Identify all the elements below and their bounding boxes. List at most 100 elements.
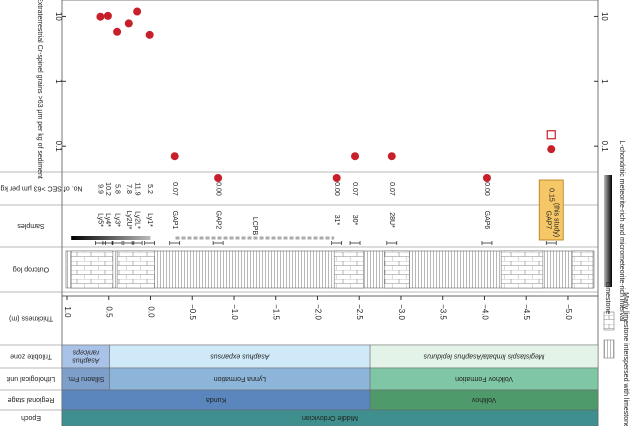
row-label: Regional stage [8,396,55,403]
lcpb-label: LCPB [251,217,258,236]
sample-bracket [545,241,557,245]
sample-name: GAP2 [214,211,221,230]
y-tick-label: 0.1 [600,141,609,153]
interval-label: L-chondritic meteorite-rich and micromet… [618,141,625,322]
data-point [214,174,223,182]
band-label: Lynna Formation [214,375,266,382]
data-point [170,152,179,161]
sample-bracket [386,241,398,245]
x-tick-label: −2.5 [355,304,364,320]
band-label: Volkhov [471,396,496,403]
sample-bracket [144,241,156,245]
x-tick-label: −1.5 [272,304,281,320]
data-point [351,152,360,161]
frame-border [61,0,599,426]
sample-name: 31* [333,215,340,226]
band-label: Megistaspis limbata/Asaphus lepidurus [423,353,545,360]
data-point [113,27,122,36]
x-tick-label: −1.0 [230,304,239,320]
band-label: Middle Ordovician [302,414,358,421]
sample-bracket [331,241,343,245]
limestone-bed [70,250,114,289]
sample-bracket [131,241,143,245]
sec-value: 0.15 [547,188,554,202]
band-label: Asaphus expansus [210,353,271,360]
sample-name: GAP1 [171,211,178,230]
sample-name: 28U* [388,212,395,228]
sec-value: 5.2 [146,184,153,194]
x-tick-label: 1.0 [63,306,72,318]
limestone-bed [571,250,594,289]
row-label: Samples [17,222,45,229]
sample-name: GAP7 [544,211,551,230]
x-tick-label: −5.0 [564,304,573,320]
sample-name: Ly3* [113,213,120,227]
lcpb-gradient [71,236,151,240]
band-label: Volkhov Formation [455,375,513,382]
limestone-bed [116,250,155,289]
band-label: Sillaoru Fm. [67,375,104,382]
sec-value: 0.07 [388,182,395,196]
y-tick-label: 0.1 [54,141,63,153]
limestone-bed [500,250,544,289]
legend-label: Marly limestone interspersed with limest… [622,292,629,426]
sample-bracket [349,241,361,245]
x-tick-label: 0.0 [146,306,155,318]
row-label: Thickness (m) [9,315,53,322]
sec-value: 5.8 [113,184,120,194]
sample-name: Ly1* [146,213,153,227]
sample-name: Ly2L* [133,211,140,229]
data-point [133,7,142,16]
band-label: Asaphusraniceps [72,349,101,364]
legend-marly [603,339,615,359]
y-tick-label: 1 [600,79,609,84]
row-label: Lithological unit [7,375,55,382]
frame [61,0,599,426]
sec-value: 11.9 [133,182,140,195]
sample-bracket [169,241,181,245]
row-label: Epoch [21,414,41,421]
x-tick-label: −4.5 [522,304,531,320]
data-point-square [546,130,556,140]
this-study-box [538,179,564,241]
sample-bracket [481,241,493,245]
data-point [103,11,112,20]
sample-bracket [111,241,123,245]
sec-value: 0.00 [214,182,221,196]
y-tick-label: 1 [54,79,63,84]
sec-value: 10.2 [104,182,111,196]
sample-name: Ly5* [97,213,104,227]
sample-name: GAP6 [483,211,490,230]
sample-bracket [102,241,114,245]
row-label: Trilobite zone [10,353,52,360]
data-point [145,30,154,39]
limestone-bed [333,250,364,289]
sec-value: 9.9 [97,184,104,194]
band [61,409,599,426]
y-tick-label: 10 [600,12,609,21]
y-axis-label: Extraterrestrial Cr-spinel grains >63 µm… [36,0,43,179]
x-tick-label: −2.0 [313,304,322,320]
legend-limestone [603,311,615,331]
sec-value: 0.00 [483,182,490,196]
sec-value: 7.8 [125,184,132,194]
data-point [482,174,491,182]
interval-bar [604,175,612,287]
sample-name: Ly4* [104,213,111,227]
band-label: Kunda [206,396,226,403]
sample-bracket [212,241,224,245]
data-point [547,145,556,154]
x-tick-label: −0.5 [188,304,197,320]
data-point [124,19,133,28]
x-tick-label: −3.0 [397,304,406,320]
data-point [387,152,396,161]
sample-name: Ly2U* [125,211,132,230]
sec-value: 0.07 [171,182,178,196]
x-tick-label: −3.5 [439,304,448,320]
sec-value: 0.07 [351,182,358,196]
x-tick-label: 0.5 [105,306,114,318]
sample-note: (this study) [552,203,559,237]
legend-label: Limestone [604,282,611,314]
data-point [96,12,105,21]
